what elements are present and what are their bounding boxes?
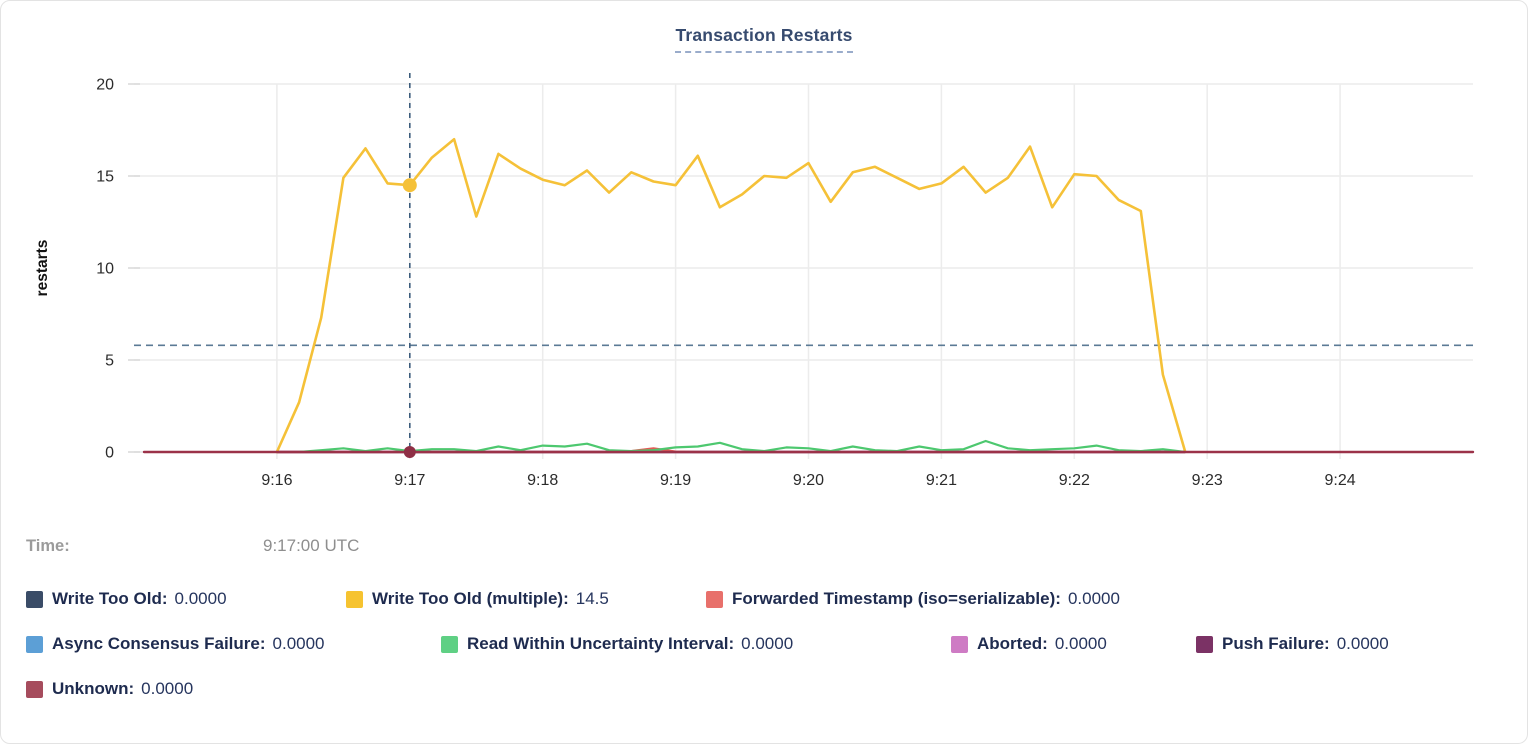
x-tick-label: 9:24 bbox=[1325, 472, 1356, 489]
legend-label: Write Too Old: bbox=[52, 589, 168, 608]
legend-value: 0.0000 bbox=[741, 634, 794, 653]
hover-time-row: Time: 9:17:00 UTC bbox=[26, 536, 359, 556]
chart-canvas[interactable]: restarts 9:16 9:17 9:18 9:19 9:20 9:21 9:22 9:2… bbox=[1, 1, 1528, 501]
chart-title[interactable]: Transaction Restarts bbox=[675, 25, 853, 53]
legend-swatch-unknown bbox=[26, 680, 43, 698]
legend-item-async-consensus-failure: Async Consensus Failure: 0.0000 bbox=[26, 634, 441, 654]
legend-label: Write Too Old (multiple): bbox=[372, 589, 569, 608]
x-tick-label: 9:21 bbox=[926, 472, 957, 489]
plot-region: 9:16 9:17 9:18 9:19 9:20 9:21 9:22 9:23 9:24 0 5 10… bbox=[96, 73, 1475, 489]
legend-item-read-within-uncertainty-interval: Read Within Uncertainty Interval: 0.0000 bbox=[441, 634, 951, 654]
legend-swatch-forwarded-timestamp bbox=[706, 590, 723, 608]
legend-swatch-push-failure bbox=[1196, 635, 1213, 653]
y-tick-label: 10 bbox=[96, 261, 114, 278]
hover-dot-write-too-old-multiple bbox=[402, 178, 417, 193]
y-axis-label: restarts bbox=[34, 240, 51, 297]
y-tick-label: 5 bbox=[105, 353, 114, 370]
legend-swatch-aborted bbox=[951, 635, 968, 653]
legend-label: Forwarded Timestamp (iso=serializable): bbox=[732, 589, 1061, 608]
x-tick-label: 9:23 bbox=[1192, 472, 1223, 489]
legend-label: Push Failure: bbox=[1222, 634, 1330, 653]
legend-swatch-read-within-uncertainty-interval bbox=[441, 635, 458, 653]
legend-item-write-too-old-multiple: Write Too Old (multiple): 14.5 bbox=[346, 589, 706, 609]
hover-dot-unknown bbox=[403, 446, 416, 458]
legend-label: Async Consensus Failure: bbox=[52, 634, 266, 653]
legend-value: 0.0000 bbox=[174, 589, 227, 608]
legend-row-1: Write Too Old: 0.0000 Write Too Old (mul… bbox=[26, 587, 1504, 611]
legend-swatch-write-too-old-multiple bbox=[346, 590, 363, 608]
legend-swatch-async-consensus-failure bbox=[26, 635, 43, 653]
x-tick-label: 9:22 bbox=[1059, 472, 1090, 489]
chart-area: restarts 9:16 9:17 9:18 9:19 9:20 9:21 9:22 9:2… bbox=[1, 1, 1528, 511]
x-tick-label: 9:20 bbox=[793, 472, 824, 489]
legend-item-unknown: Unknown: 0.0000 bbox=[26, 679, 193, 699]
legend-swatch-write-too-old bbox=[26, 590, 43, 608]
y-tick-label: 0 bbox=[105, 445, 114, 462]
legend-label: Unknown: bbox=[52, 679, 135, 698]
legend-item-aborted: Aborted: 0.0000 bbox=[951, 634, 1196, 654]
x-tick-label: 9:16 bbox=[261, 472, 292, 489]
legend-item-forwarded-timestamp: Forwarded Timestamp (iso=serializable): … bbox=[706, 589, 1120, 609]
legend-item-push-failure: Push Failure: 0.0000 bbox=[1196, 634, 1389, 654]
y-tick-label: 20 bbox=[96, 77, 114, 94]
chart-title-wrap: Transaction Restarts bbox=[1, 25, 1527, 53]
legend-item-write-too-old: Write Too Old: 0.0000 bbox=[26, 589, 346, 609]
y-tick-label: 15 bbox=[96, 169, 114, 186]
series-line-write-too-old-multiple bbox=[275, 137, 1187, 454]
x-tick-label: 9:18 bbox=[527, 472, 558, 489]
time-value: 9:17:00 UTC bbox=[263, 536, 360, 555]
series-line-read-within-uncertainty-interval bbox=[298, 439, 1187, 454]
legend-row-3: Unknown: 0.0000 bbox=[26, 677, 1504, 701]
legend-row-2: Async Consensus Failure: 0.0000 Read Wit… bbox=[26, 632, 1504, 656]
legend-label: Aborted: bbox=[977, 634, 1048, 653]
legend-value: 14.5 bbox=[575, 589, 609, 608]
time-label: Time: bbox=[26, 536, 70, 555]
legend-value: 0.0000 bbox=[1054, 634, 1107, 653]
legend-value: 0.0000 bbox=[1067, 589, 1120, 608]
legend-value: 0.0000 bbox=[272, 634, 325, 653]
legend-value: 0.0000 bbox=[1336, 634, 1389, 653]
x-tick-label: 9:17 bbox=[394, 472, 425, 489]
chart-legend: Write Too Old: 0.0000 Write Too Old (mul… bbox=[26, 587, 1504, 722]
legend-label: Read Within Uncertainty Interval: bbox=[467, 634, 735, 653]
x-tick-label: 9:19 bbox=[660, 472, 691, 489]
legend-value: 0.0000 bbox=[141, 679, 194, 698]
